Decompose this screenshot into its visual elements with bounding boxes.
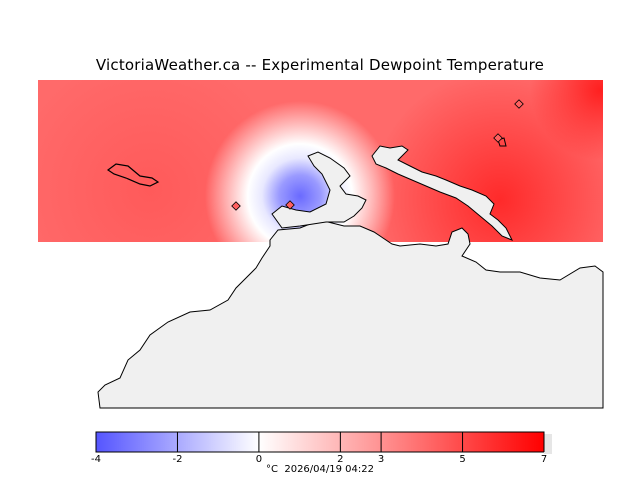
colorbar-tick-label: -4 <box>91 454 101 465</box>
coastline-north <box>271 151 367 229</box>
colorbar-ticks <box>95 432 545 452</box>
colorbar <box>95 431 552 454</box>
colorbar-bar <box>95 431 545 453</box>
colorbar-unit: °C <box>266 464 278 475</box>
station-markers <box>231 99 524 211</box>
colorbar-shadow <box>544 434 552 454</box>
colorbar-tick-label: 2 <box>337 454 344 465</box>
colorbar-tick-label: 0 <box>255 454 263 465</box>
coastline-east <box>371 145 514 241</box>
station-marker[interactable] <box>231 201 241 211</box>
colorbar-timestamp: 2026/04/19 04:22 <box>284 464 374 475</box>
station-marker[interactable] <box>493 133 503 143</box>
station-marker[interactable] <box>285 200 295 210</box>
colorbar-tick-label: -2 <box>172 454 183 465</box>
land-mass <box>97 221 604 409</box>
page-title: VictoriaWeather.ca -- Experimental Dewpo… <box>95 56 545 74</box>
colorbar-tick-label: 3 <box>377 454 385 465</box>
colorbar-tick-label: 5 <box>459 454 466 465</box>
colorbar-caption: °C 2026/04/19 04:22 <box>0 464 640 475</box>
island-west <box>106 163 160 187</box>
station-marker[interactable] <box>514 99 524 109</box>
colorbar-tick-label: 7 <box>540 454 548 465</box>
